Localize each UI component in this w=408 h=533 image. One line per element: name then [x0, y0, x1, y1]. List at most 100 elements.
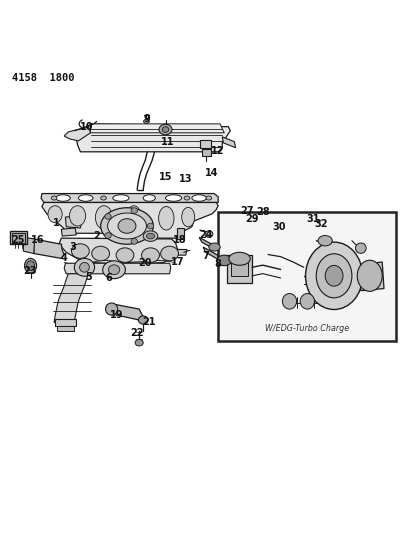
Polygon shape [42, 203, 218, 238]
Ellipse shape [109, 265, 120, 274]
Ellipse shape [74, 259, 95, 276]
Text: 17: 17 [171, 256, 184, 266]
Ellipse shape [131, 239, 137, 244]
Bar [357, 267, 372, 280]
Ellipse shape [101, 208, 153, 244]
Polygon shape [41, 193, 218, 203]
Ellipse shape [166, 195, 182, 201]
Ellipse shape [69, 206, 86, 226]
Ellipse shape [300, 294, 315, 309]
Ellipse shape [131, 208, 137, 213]
Ellipse shape [138, 316, 148, 324]
Ellipse shape [229, 252, 250, 265]
Text: 29: 29 [245, 214, 259, 224]
Ellipse shape [182, 207, 195, 227]
Ellipse shape [92, 246, 110, 261]
Text: 20: 20 [138, 259, 152, 268]
Ellipse shape [205, 231, 213, 237]
Polygon shape [65, 216, 82, 228]
Text: 1: 1 [53, 218, 60, 228]
Ellipse shape [27, 261, 35, 271]
Ellipse shape [48, 206, 62, 223]
Ellipse shape [101, 196, 106, 200]
Polygon shape [23, 237, 35, 254]
Text: 2: 2 [93, 231, 100, 241]
Text: 28: 28 [256, 207, 270, 217]
Text: 24: 24 [199, 230, 213, 240]
Text: 9: 9 [144, 114, 151, 124]
Text: W/EDG-Turbo Charge: W/EDG-Turbo Charge [265, 324, 349, 333]
Ellipse shape [355, 243, 366, 253]
Ellipse shape [206, 196, 212, 200]
Text: 16: 16 [31, 235, 44, 245]
Bar [200, 140, 211, 148]
Ellipse shape [78, 195, 93, 201]
Ellipse shape [113, 195, 129, 201]
Ellipse shape [106, 303, 118, 315]
Text: 10: 10 [80, 122, 93, 132]
Ellipse shape [325, 265, 343, 286]
Text: 25: 25 [11, 235, 24, 245]
Text: 22: 22 [131, 328, 144, 338]
Text: 31: 31 [307, 214, 320, 224]
Ellipse shape [142, 248, 160, 262]
Ellipse shape [282, 294, 297, 309]
Ellipse shape [108, 213, 146, 239]
Ellipse shape [159, 206, 174, 230]
Ellipse shape [116, 248, 134, 262]
Polygon shape [112, 304, 144, 320]
Ellipse shape [71, 244, 89, 259]
Text: 23: 23 [23, 265, 36, 276]
Polygon shape [64, 127, 91, 141]
Polygon shape [34, 239, 64, 259]
Text: 30: 30 [272, 222, 286, 232]
Ellipse shape [80, 262, 89, 272]
Text: 7: 7 [203, 252, 209, 261]
Bar [218, 212, 397, 342]
Text: 5: 5 [85, 272, 92, 281]
Bar [57, 327, 73, 332]
Bar [12, 233, 25, 243]
Ellipse shape [143, 231, 158, 241]
Ellipse shape [118, 219, 136, 233]
Ellipse shape [357, 260, 382, 292]
Polygon shape [222, 137, 235, 148]
Polygon shape [59, 238, 177, 264]
Ellipse shape [105, 214, 111, 219]
Ellipse shape [192, 195, 206, 201]
Text: 27: 27 [240, 206, 253, 215]
Text: 14: 14 [205, 168, 219, 179]
Text: 8: 8 [215, 260, 222, 270]
Ellipse shape [162, 127, 169, 132]
Ellipse shape [318, 236, 332, 246]
Text: 11: 11 [161, 136, 174, 147]
Text: 6: 6 [105, 273, 112, 283]
Polygon shape [199, 237, 216, 251]
Ellipse shape [55, 195, 70, 201]
Ellipse shape [144, 119, 149, 124]
Bar [177, 229, 184, 239]
Bar [10, 231, 27, 244]
Polygon shape [91, 124, 224, 133]
Ellipse shape [161, 246, 178, 261]
Bar [227, 255, 252, 283]
Polygon shape [176, 249, 187, 255]
Bar [55, 319, 76, 327]
Ellipse shape [316, 254, 352, 298]
Ellipse shape [209, 243, 220, 251]
Text: 21: 21 [142, 318, 156, 327]
Ellipse shape [103, 261, 125, 279]
Polygon shape [54, 274, 89, 322]
Text: 3: 3 [69, 242, 75, 252]
Ellipse shape [159, 124, 172, 135]
Ellipse shape [95, 206, 113, 229]
Text: 12: 12 [211, 146, 225, 156]
Ellipse shape [126, 206, 142, 231]
Polygon shape [64, 263, 171, 274]
Text: 19: 19 [110, 310, 124, 320]
Text: 32: 32 [315, 219, 328, 229]
Ellipse shape [217, 255, 232, 265]
Polygon shape [357, 262, 384, 290]
Text: 18: 18 [173, 235, 186, 245]
Text: 15: 15 [159, 172, 172, 182]
